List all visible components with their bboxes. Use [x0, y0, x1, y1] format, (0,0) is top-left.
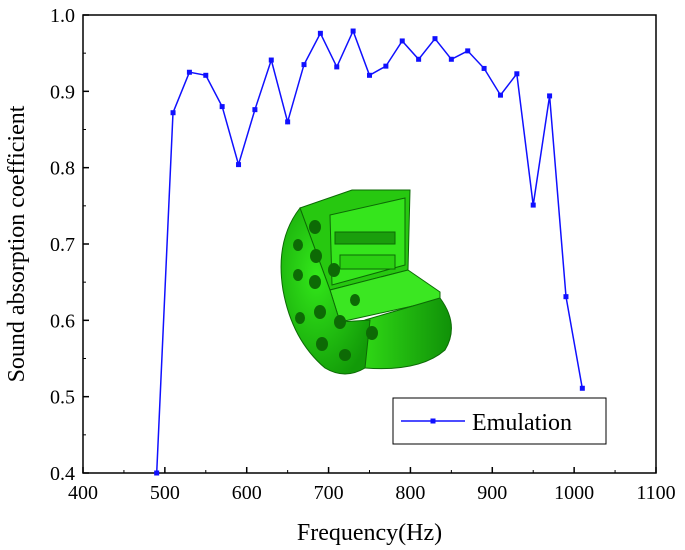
- data-point: [530, 202, 536, 208]
- x-tick-label: 1000: [554, 482, 594, 504]
- y-tick-label: 0.8: [50, 158, 75, 180]
- data-point: [416, 56, 422, 62]
- data-point: [432, 36, 438, 42]
- x-tick-label: 500: [150, 482, 180, 504]
- data-point: [579, 385, 585, 391]
- data-point: [399, 38, 405, 44]
- data-point: [154, 470, 160, 476]
- data-point: [170, 110, 176, 116]
- data-point: [219, 104, 225, 110]
- y-tick-label: 0.6: [50, 310, 75, 332]
- y-axis-title: Sound absorption coefficient: [4, 105, 30, 382]
- x-axis-title: Frequency(Hz): [297, 520, 442, 546]
- legend: Emulation: [392, 397, 607, 445]
- data-point: [317, 30, 323, 36]
- y-tick-label: 1.0: [50, 5, 75, 27]
- x-tick-label: 1100: [636, 482, 675, 504]
- data-point: [350, 28, 356, 34]
- x-tick-label: 900: [477, 482, 507, 504]
- y-tick-label: 0.7: [50, 234, 75, 256]
- data-point: [268, 57, 274, 63]
- series-layer: [154, 28, 585, 476]
- data-point: [301, 62, 307, 68]
- x-tick-label: 700: [314, 482, 344, 504]
- data-point: [497, 92, 503, 98]
- data-point: [514, 71, 520, 77]
- x-tick-label: 800: [395, 482, 425, 504]
- data-point: [334, 64, 340, 70]
- legend-marker: [430, 418, 436, 424]
- data-point: [383, 63, 389, 69]
- data-point: [481, 65, 487, 71]
- y-axis-ticks: 0.4 0.5 0.6 0.7 0.8 0.9 1.0: [50, 5, 89, 485]
- x-tick-label: 600: [232, 482, 262, 504]
- data-point: [547, 93, 553, 99]
- data-point: [367, 72, 372, 78]
- data-point: [236, 162, 242, 168]
- y-tick-label: 0.5: [50, 387, 75, 409]
- data-point: [252, 107, 258, 113]
- data-point: [465, 48, 471, 54]
- data-point: [448, 56, 454, 62]
- y-tick-label: 0.9: [50, 81, 75, 103]
- data-point: [563, 294, 569, 300]
- data-point: [285, 119, 291, 125]
- data-point: [186, 69, 192, 75]
- legend-label-emulation: Emulation: [472, 410, 572, 436]
- data-point: [203, 72, 209, 78]
- resonator-model-illustration: [280, 189, 452, 375]
- x-tick-label: 400: [68, 482, 98, 504]
- x-axis-ticks: 400 500 600 700 800 900 1000 1100: [68, 467, 676, 504]
- y-tick-label: 0.4: [50, 463, 75, 485]
